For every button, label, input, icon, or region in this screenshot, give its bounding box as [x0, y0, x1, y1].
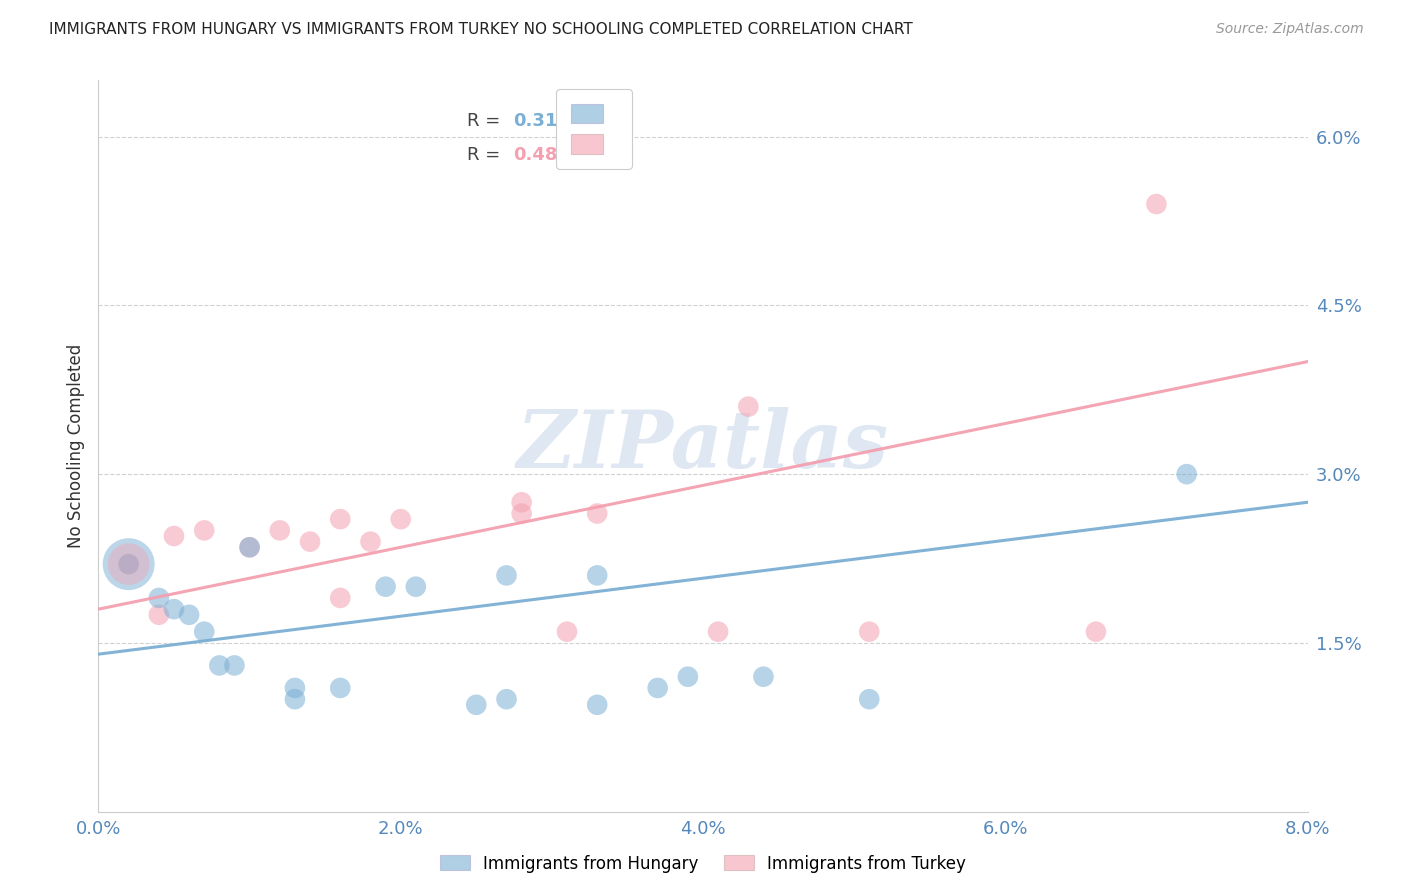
- Point: [586, 568, 609, 582]
- Text: N =: N =: [567, 112, 617, 129]
- Point: [163, 529, 186, 543]
- Point: [299, 534, 322, 549]
- Point: [269, 524, 291, 538]
- Point: [118, 557, 141, 571]
- Point: [118, 557, 141, 571]
- Point: [208, 658, 231, 673]
- Point: [858, 692, 880, 706]
- Point: [707, 624, 730, 639]
- Point: [118, 557, 141, 571]
- Point: [193, 624, 215, 639]
- Point: [329, 681, 352, 695]
- Point: [555, 624, 578, 639]
- Point: [224, 658, 246, 673]
- Point: [858, 624, 880, 639]
- Point: [118, 557, 141, 571]
- Point: [510, 495, 533, 509]
- Point: [179, 607, 201, 622]
- Point: [389, 512, 412, 526]
- Y-axis label: No Schooling Completed: No Schooling Completed: [66, 344, 84, 548]
- Point: [676, 670, 699, 684]
- Text: Source: ZipAtlas.com: Source: ZipAtlas.com: [1216, 22, 1364, 37]
- Text: R =: R =: [467, 112, 506, 129]
- Point: [1175, 467, 1198, 482]
- Point: [586, 507, 609, 521]
- Legend: , : ,: [557, 89, 633, 169]
- Text: 17: 17: [610, 112, 636, 129]
- Point: [148, 607, 170, 622]
- Point: [495, 692, 517, 706]
- Point: [1146, 197, 1168, 211]
- Point: [752, 670, 775, 684]
- Point: [284, 681, 307, 695]
- Point: [329, 591, 352, 605]
- Point: [148, 591, 170, 605]
- Point: [193, 524, 215, 538]
- Point: [239, 541, 262, 555]
- Point: [586, 698, 609, 712]
- Text: R =: R =: [467, 146, 506, 164]
- Point: [374, 580, 396, 594]
- Point: [329, 512, 352, 526]
- Point: [163, 602, 186, 616]
- Point: [239, 541, 262, 555]
- Text: N =: N =: [567, 146, 617, 164]
- Text: 0.485: 0.485: [513, 146, 571, 164]
- Point: [737, 400, 759, 414]
- Point: [647, 681, 669, 695]
- Text: ZIPatlas: ZIPatlas: [517, 408, 889, 484]
- Text: 0.318: 0.318: [513, 112, 571, 129]
- Text: 16: 16: [610, 146, 636, 164]
- Text: IMMIGRANTS FROM HUNGARY VS IMMIGRANTS FROM TURKEY NO SCHOOLING COMPLETED CORRELA: IMMIGRANTS FROM HUNGARY VS IMMIGRANTS FR…: [49, 22, 912, 37]
- Point: [495, 568, 517, 582]
- Point: [465, 698, 488, 712]
- Point: [510, 507, 533, 521]
- Point: [360, 534, 382, 549]
- Point: [284, 692, 307, 706]
- Legend: Immigrants from Hungary, Immigrants from Turkey: Immigrants from Hungary, Immigrants from…: [433, 848, 973, 880]
- Point: [405, 580, 427, 594]
- Point: [1085, 624, 1108, 639]
